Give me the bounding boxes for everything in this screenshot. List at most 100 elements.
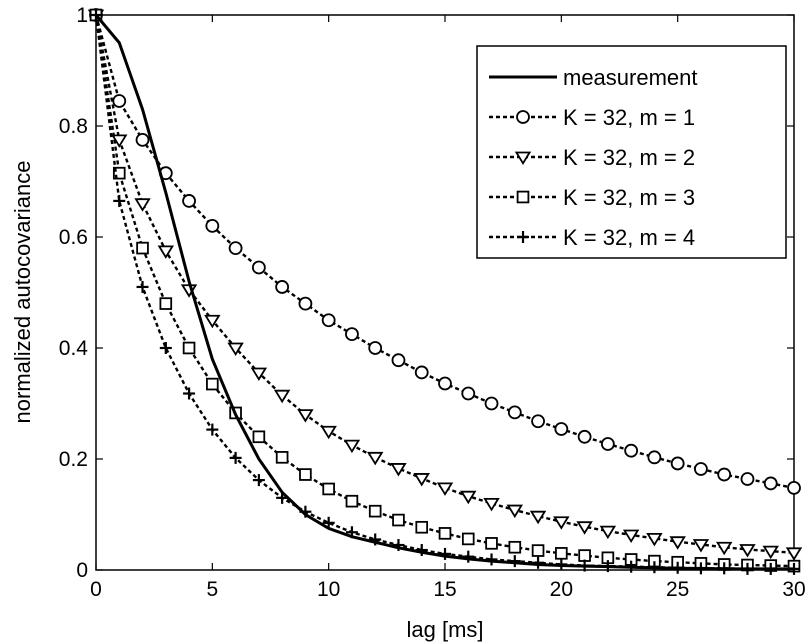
y-axis-label: normalized autocovariance xyxy=(10,161,35,424)
y-tick-label: 1 xyxy=(76,4,88,27)
plus-marker xyxy=(183,387,196,400)
triangle-marker xyxy=(250,367,268,382)
plus-marker xyxy=(439,547,451,560)
triangle-marker xyxy=(785,547,803,561)
x-tick-label: 25 xyxy=(666,578,689,601)
circle-marker xyxy=(531,414,545,429)
square-marker xyxy=(345,494,359,508)
circle-marker xyxy=(461,386,476,401)
x-tick-label: 0 xyxy=(90,578,102,601)
circle-marker xyxy=(228,241,243,256)
triangle-marker xyxy=(157,245,175,259)
triangle-marker xyxy=(669,536,686,550)
circle-marker xyxy=(763,476,778,491)
triangle-marker xyxy=(436,482,454,496)
triangle-marker xyxy=(576,521,593,535)
y-tick-label: 0.2 xyxy=(59,448,88,471)
circle-marker xyxy=(717,467,732,482)
y-tick-label: 0.4 xyxy=(59,337,89,360)
square-marker xyxy=(368,504,382,518)
circle-marker xyxy=(554,422,569,436)
circle-marker xyxy=(182,194,196,208)
circle-marker xyxy=(787,480,801,495)
plus-marker xyxy=(517,231,529,243)
triangle-marker xyxy=(692,539,710,553)
legend-label: K = 32, m = 1 xyxy=(563,105,695,130)
circle-marker xyxy=(205,218,220,233)
triangle-marker xyxy=(529,510,547,525)
circle-marker xyxy=(670,456,685,471)
circle-marker xyxy=(484,396,499,411)
triangle-marker xyxy=(134,198,151,212)
triangle-marker xyxy=(320,425,337,440)
plus-marker xyxy=(113,194,126,207)
series-1 xyxy=(89,8,801,495)
triangle-marker xyxy=(599,525,617,540)
series-line xyxy=(94,14,794,571)
circle-marker xyxy=(414,365,429,380)
legend-label: measurement xyxy=(563,65,698,90)
triangle-marker xyxy=(739,544,756,558)
legend-item: K = 32, m = 3 xyxy=(489,185,695,210)
square-marker xyxy=(508,540,522,554)
square-marker xyxy=(516,190,530,204)
circle-marker xyxy=(391,353,406,368)
legend: measurement K = 32, m = 1 K = 32, m = 2 K =… xyxy=(476,45,787,259)
plus-marker xyxy=(462,550,475,563)
square-marker xyxy=(322,482,335,496)
circle-marker xyxy=(251,260,266,275)
x-tick-label: 10 xyxy=(317,578,340,601)
circle-marker xyxy=(135,132,150,147)
triangle-marker xyxy=(514,151,532,166)
square-marker xyxy=(182,341,196,355)
square-marker xyxy=(299,468,312,481)
square-marker xyxy=(159,297,173,310)
legend-label: K = 32, m = 2 xyxy=(563,145,695,170)
square-marker xyxy=(555,547,568,560)
triangle-marker xyxy=(622,529,640,544)
series-0 xyxy=(94,14,794,571)
triangle-marker xyxy=(204,314,221,329)
circle-marker xyxy=(624,443,639,458)
circle-marker xyxy=(298,296,313,311)
square-marker xyxy=(252,430,266,444)
plus-marker xyxy=(229,451,242,464)
plus-marker xyxy=(206,423,219,436)
circle-marker xyxy=(516,110,530,124)
ticks-layer: 0 5 10 15 20 25 30 0 0.2 0.4 0.6 0.8 1 xyxy=(59,4,806,601)
square-marker xyxy=(275,451,289,464)
circle-marker xyxy=(507,405,522,420)
triangle-marker xyxy=(460,490,477,505)
plus-marker xyxy=(159,342,172,354)
circle-marker xyxy=(275,280,290,294)
square-marker xyxy=(112,166,126,180)
x-tick-label: 20 xyxy=(550,578,573,601)
legend-item: measurement xyxy=(489,65,698,90)
triangle-marker xyxy=(715,541,733,556)
triangle-marker xyxy=(483,497,500,512)
square-marker xyxy=(531,544,545,557)
triangle-marker xyxy=(227,342,244,357)
series-layer xyxy=(87,8,803,575)
triangle-marker xyxy=(273,389,291,404)
legend-item: K = 32, m = 2 xyxy=(489,145,695,170)
circle-marker xyxy=(112,94,127,108)
plus-marker xyxy=(252,474,265,487)
circle-marker xyxy=(600,437,615,451)
triangle-marker xyxy=(343,439,361,454)
square-marker xyxy=(485,537,498,550)
y-tick-label: 0.6 xyxy=(59,226,88,249)
circle-marker xyxy=(321,313,336,328)
triangle-marker xyxy=(297,409,314,423)
square-marker xyxy=(392,513,405,527)
circle-marker xyxy=(694,462,708,476)
circle-marker xyxy=(368,341,383,355)
circle-marker xyxy=(438,376,452,391)
circle-marker xyxy=(345,327,359,342)
triangle-marker xyxy=(390,463,407,477)
square-marker xyxy=(578,549,591,562)
square-marker xyxy=(415,520,429,534)
legend-label: K = 32, m = 4 xyxy=(563,225,695,250)
triangle-marker xyxy=(111,134,128,148)
